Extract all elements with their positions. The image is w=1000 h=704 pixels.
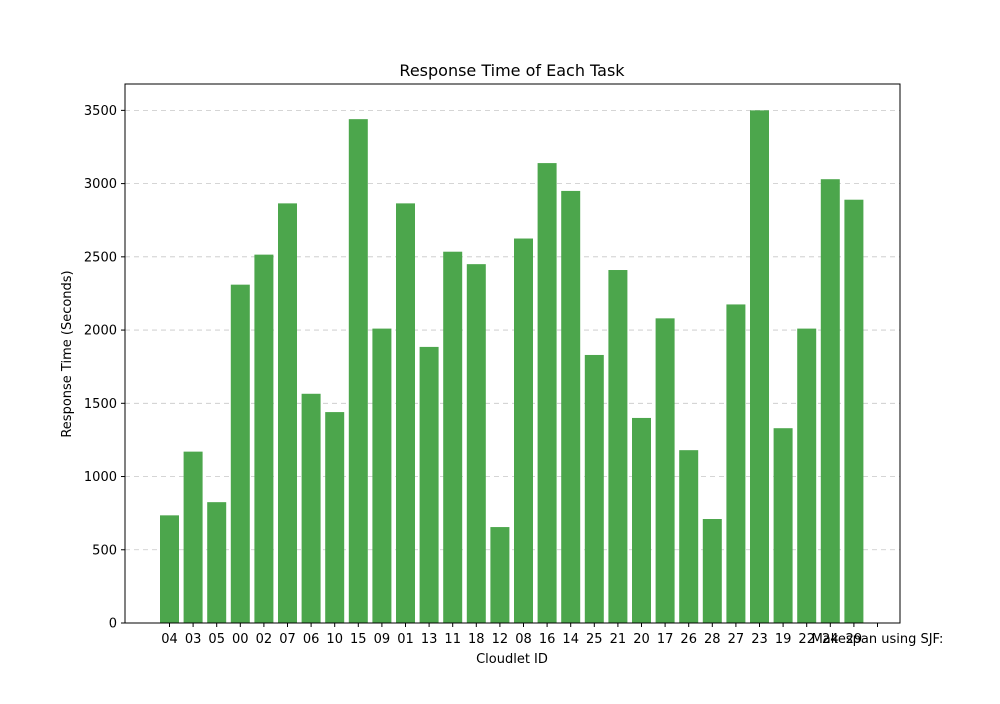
x-tick-label: 06 <box>303 632 320 647</box>
y-axis-label: Response Time (Seconds) <box>60 270 75 437</box>
x-tick-label: 00 <box>232 632 249 647</box>
x-tick-label: 24 <box>822 632 839 647</box>
x-tick-label: 14 <box>562 632 579 647</box>
x-axis-label: Cloudlet ID <box>476 652 548 667</box>
x-tick-label: 18 <box>468 632 485 647</box>
x-tick-label: 09 <box>374 632 391 647</box>
bar-11 <box>443 251 463 623</box>
bar-26 <box>679 450 699 623</box>
bar-18 <box>466 264 486 623</box>
y-tick-label: 3000 <box>84 177 117 192</box>
bar-07 <box>278 203 297 624</box>
x-tick-label: 26 <box>680 632 697 647</box>
x-tick-label: 05 <box>208 632 225 647</box>
bar-27 <box>726 304 746 623</box>
x-tick-label: 23 <box>751 632 768 647</box>
bar-04 <box>160 515 179 623</box>
bar-14 <box>561 190 581 623</box>
bar-05 <box>207 502 227 623</box>
y-tick-label: 1500 <box>84 397 117 412</box>
x-tick-label: 04 <box>161 632 178 647</box>
bar-21 <box>608 270 628 623</box>
bar-29 <box>844 199 864 624</box>
bar-06 <box>301 393 321 623</box>
bar-25 <box>584 354 604 623</box>
bar-03 <box>183 451 203 623</box>
y-tick-label: 3500 <box>84 104 117 119</box>
bar-09 <box>372 328 392 623</box>
y-tick-label: 2000 <box>84 324 117 339</box>
bar-02 <box>254 254 274 623</box>
x-tick-label: 10 <box>326 632 343 647</box>
x-tick-label: 08 <box>515 632 532 647</box>
bar-01 <box>396 203 415 624</box>
x-tick-label: 25 <box>586 632 603 647</box>
bar-15 <box>348 119 368 624</box>
x-tick-label: 16 <box>539 632 556 647</box>
bar-24 <box>820 179 840 624</box>
x-tick-label: 27 <box>728 632 745 647</box>
bar-16 <box>537 163 557 623</box>
bar-00 <box>230 284 250 623</box>
bar-13 <box>419 346 439 623</box>
x-tick-label: 19 <box>775 632 792 647</box>
x-tick-label: 11 <box>444 632 461 647</box>
bar-17 <box>655 318 675 623</box>
bar-20 <box>632 417 651 623</box>
x-tick-label: 02 <box>256 632 273 647</box>
bar-28 <box>702 519 722 623</box>
x-tick-label: 28 <box>704 632 721 647</box>
x-tick-label: Makespan using SJF: <box>812 632 944 647</box>
x-tick-label: 15 <box>350 632 367 647</box>
x-tick-label: 01 <box>397 632 414 647</box>
x-tick-label: 17 <box>657 632 674 647</box>
x-tick-label: 07 <box>279 632 296 647</box>
y-tick-label: 500 <box>92 543 117 558</box>
chart-title: Response Time of Each Task <box>399 61 625 80</box>
y-tick-label: 2500 <box>84 250 117 265</box>
bar-12 <box>490 527 510 623</box>
y-tick-label: 0 <box>109 617 117 632</box>
x-tick-label: 22 <box>798 632 815 647</box>
x-tick-label: 20 <box>633 632 650 647</box>
bar-10 <box>325 412 345 623</box>
bar-19 <box>773 428 793 623</box>
bar-23 <box>750 110 769 623</box>
x-tick-label: 03 <box>185 632 202 647</box>
plot-frame <box>124 83 901 624</box>
y-tick-label: 1000 <box>84 470 117 485</box>
x-tick-label: 13 <box>421 632 438 647</box>
x-tick-label: 21 <box>610 632 627 647</box>
bar-08 <box>514 238 533 623</box>
x-tick-label: 12 <box>492 632 509 647</box>
x-tick-label: 29 <box>846 632 863 647</box>
bar-22 <box>797 328 817 623</box>
